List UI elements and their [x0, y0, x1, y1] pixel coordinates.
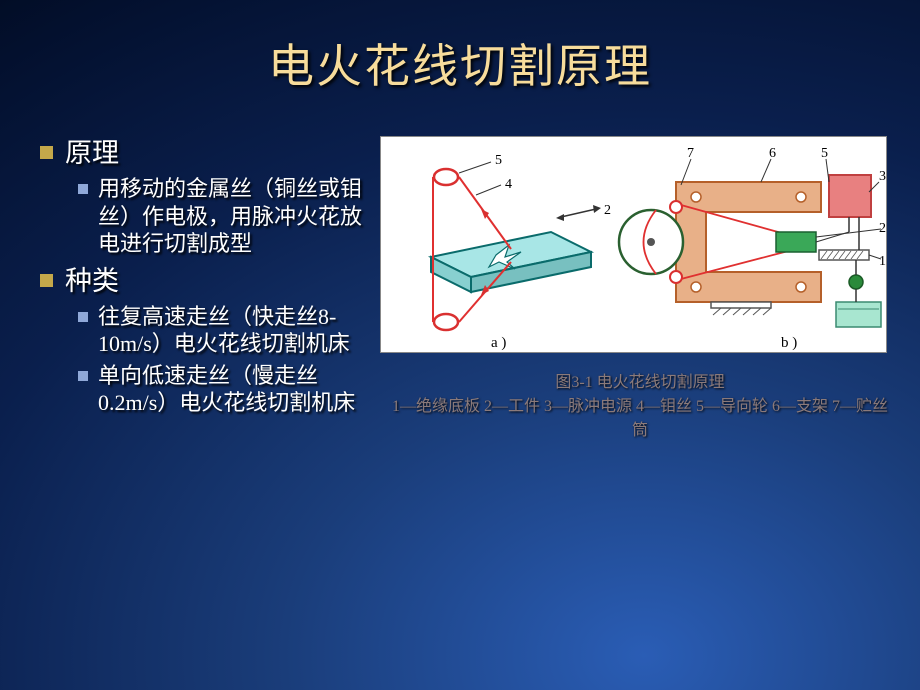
sub-list: 往复高速走丝（快走丝8-10m/s）电火花线切割机床 单向低速走丝（慢走丝0.2… [40, 303, 370, 417]
sub-list: 用移动的金属丝（铜丝或钼丝）作电极，用脉冲火花放电进行切割成型 [40, 175, 370, 258]
fig-label-2b: 2 [879, 221, 886, 236]
bullet-icon [78, 312, 88, 322]
bullet-text: 单向低速走丝（慢走丝0.2m/s）电火花线切割机床 [98, 362, 370, 417]
diagram-svg: 5 4 2 a ) [381, 137, 886, 352]
caption-line1: 图3-1 电火花线切割原理 [390, 371, 890, 395]
fig-label-6: 6 [769, 146, 776, 161]
content-area: 原理 用移动的金属丝（铜丝或钼丝）作电极，用脉冲火花放电进行切割成型 种类 [0, 96, 920, 443]
fig-label-5b: 5 [821, 146, 828, 161]
bullet-icon [78, 371, 88, 381]
fig-label-1: 1 [879, 254, 886, 269]
caption-line2: 1—绝缘底板 2—工件 3—脉冲电源 4—钼丝 5—导向轮 6—支架 7—贮丝筒 [390, 395, 890, 443]
bullet-label: 种类 [65, 264, 119, 299]
slide-title: 电火花线切割原理 [0, 0, 920, 96]
list-item: 往复高速走丝（快走丝8-10m/s）电火花线切割机床 [78, 303, 370, 358]
fig-label-a: a ) [491, 335, 506, 351]
bullet-label: 原理 [65, 136, 119, 171]
fig-label-2a: 2 [604, 203, 611, 218]
list-item: 种类 往复高速走丝（快走丝8-10m/s）电火花线切割机床 单向低速走丝（慢走丝… [40, 264, 370, 417]
left-column: 原理 用移动的金属丝（铜丝或钼丝）作电极，用脉冲火花放电进行切割成型 种类 [40, 136, 370, 443]
bullet-list: 原理 用移动的金属丝（铜丝或钼丝）作电极，用脉冲火花放电进行切割成型 种类 [40, 136, 370, 417]
bullet-icon [40, 146, 53, 159]
bullet-text: 往复高速走丝（快走丝8-10m/s）电火花线切割机床 [98, 303, 370, 358]
fig-label-7: 7 [687, 146, 694, 161]
right-column: 5 4 2 a ) [370, 136, 900, 443]
list-item: 用移动的金属丝（铜丝或钼丝）作电极，用脉冲火花放电进行切割成型 [78, 175, 370, 258]
bullet-text: 用移动的金属丝（铜丝或钼丝）作电极，用脉冲火花放电进行切割成型 [98, 175, 370, 258]
list-item: 单向低速走丝（慢走丝0.2m/s）电火花线切割机床 [78, 362, 370, 417]
list-item: 原理 用移动的金属丝（铜丝或钼丝）作电极，用脉冲火花放电进行切割成型 [40, 136, 370, 258]
figure-caption: 图3-1 电火花线切割原理 1—绝缘底板 2—工件 3—脉冲电源 4—钼丝 5—… [380, 371, 900, 443]
fig-label-b: b ) [781, 335, 797, 351]
figure-image: 5 4 2 a ) [380, 136, 887, 353]
fig-label-5: 5 [495, 153, 502, 168]
bullet-icon [78, 184, 88, 194]
slide: 电火花线切割原理 原理 用移动的金属丝（铜丝或钼丝）作电极，用脉冲火花放电进行切… [0, 0, 920, 690]
fig-label-3: 3 [879, 169, 886, 184]
bullet-icon [40, 274, 53, 287]
fig-label-4: 4 [505, 177, 512, 192]
